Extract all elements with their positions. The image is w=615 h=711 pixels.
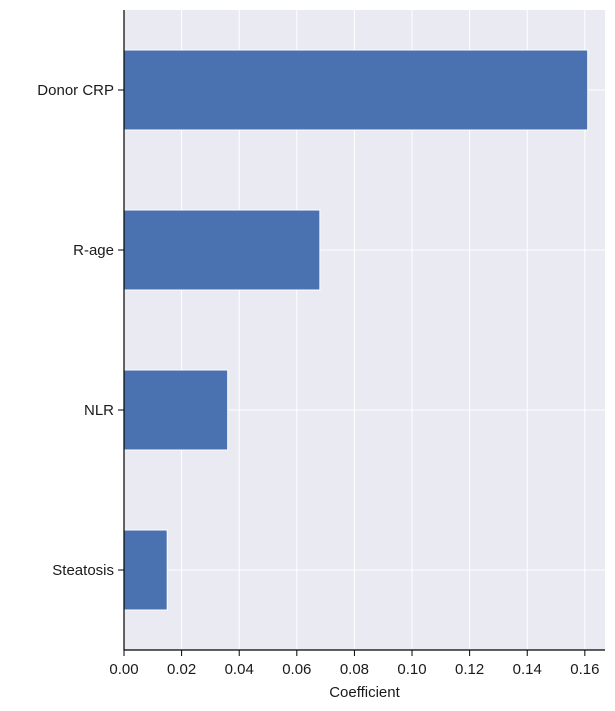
x-tick-label: 0.04 [225,661,254,678]
x-tick-label: 0.10 [397,661,426,678]
bar-donor-crp [123,49,589,131]
x-tick-label: 0.00 [109,661,138,678]
x-tick-label: 0.08 [340,661,369,678]
y-tick-label: NLR [84,402,114,419]
x-tick-label: 0.14 [513,661,542,678]
y-tick-label: Donor CRP [37,82,114,99]
bars [123,49,589,611]
x-tick-label: 0.12 [455,661,484,678]
x-tick-label: 0.06 [282,661,311,678]
x-tick-label: 0.16 [570,661,599,678]
y-tick-label: Steatosis [52,562,114,579]
x-axis-title: Coefficient [329,684,400,701]
bar-nlr [123,369,229,451]
axes [123,10,605,651]
y-tick-label: R-age [73,242,114,259]
x-tick-label: 0.02 [167,661,196,678]
y-axis-ticks: Donor CRP R-age NLR Steatosis [37,82,124,579]
bar-r-age [123,209,321,291]
bar-steatosis [123,529,168,611]
x-axis-ticks: 0.00 0.02 0.04 0.06 0.08 0.10 0.12 0.14 0.16 [109,650,599,678]
